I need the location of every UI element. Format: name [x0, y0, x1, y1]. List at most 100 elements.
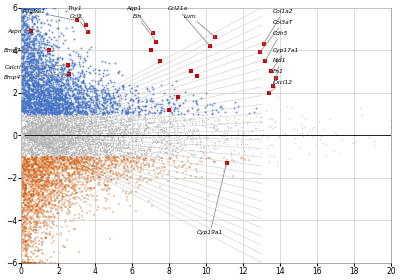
Point [40, 166, 46, 170]
Point [23, 241, 29, 245]
Point [94, 114, 100, 119]
Point [31, 185, 38, 190]
Point [109, 129, 115, 134]
Point [116, 138, 122, 143]
Point [33, 77, 39, 82]
Point [35, 164, 42, 169]
Point [24, 59, 30, 63]
Point [40, 207, 46, 212]
Point [198, 113, 204, 117]
Point [27, 30, 33, 35]
Point [54, 118, 61, 123]
Point [38, 102, 44, 106]
Point [159, 159, 165, 163]
Point [97, 170, 103, 174]
Point [39, 240, 46, 244]
Point [174, 132, 181, 137]
Point [76, 62, 82, 66]
Point [26, 183, 32, 187]
Point [132, 105, 138, 110]
Point [149, 99, 156, 103]
Point [67, 131, 74, 136]
Point [35, 246, 41, 251]
Point [146, 177, 152, 182]
Point [40, 39, 46, 44]
Point [102, 182, 108, 187]
Point [224, 124, 230, 128]
Point [63, 95, 70, 100]
Point [25, 50, 32, 55]
Point [42, 168, 48, 172]
Point [44, 51, 51, 56]
Point [21, 195, 27, 199]
Point [61, 164, 68, 169]
Point [29, 260, 36, 265]
Point [158, 110, 164, 114]
Point [90, 158, 96, 162]
Point [33, 228, 40, 232]
Point [89, 135, 95, 140]
Point [42, 142, 49, 146]
Point [87, 132, 93, 137]
Point [24, 40, 31, 45]
Point [51, 109, 58, 113]
Point [46, 94, 53, 98]
Point [31, 100, 37, 105]
Point [50, 153, 56, 158]
Point [124, 119, 130, 123]
Point [76, 60, 82, 65]
Point [25, 260, 32, 265]
Point [60, 126, 67, 130]
Point [75, 70, 82, 74]
Point [42, 87, 48, 91]
Point [103, 117, 109, 122]
Point [22, 233, 29, 238]
Point [42, 162, 48, 166]
Point [102, 106, 109, 110]
Point [68, 135, 74, 139]
Point [58, 127, 64, 132]
Point [114, 145, 121, 150]
Point [43, 223, 49, 227]
Point [47, 128, 54, 133]
Point [66, 160, 72, 165]
Point [148, 120, 154, 125]
Point [29, 199, 35, 203]
Point [62, 101, 69, 106]
Point [71, 114, 77, 118]
Point [77, 111, 83, 116]
Point [99, 59, 105, 63]
Point [34, 109, 41, 114]
Point [158, 141, 165, 146]
Point [21, 220, 27, 224]
Point [20, 5, 27, 10]
Point [56, 138, 63, 142]
Point [60, 131, 67, 136]
Point [26, 123, 32, 128]
Point [64, 165, 70, 169]
Point [80, 80, 86, 85]
Point [40, 143, 47, 148]
Point [85, 140, 92, 144]
Point [22, 100, 28, 105]
Point [102, 118, 109, 123]
Point [45, 152, 51, 157]
Point [94, 103, 101, 108]
Point [121, 164, 127, 168]
Point [85, 123, 92, 128]
Point [239, 156, 245, 161]
Point [26, 45, 33, 50]
Point [52, 119, 58, 123]
Point [35, 141, 42, 146]
Point [218, 132, 224, 137]
Point [75, 87, 82, 91]
Point [20, 260, 26, 265]
Point [20, 107, 26, 111]
Point [26, 199, 33, 204]
Point [86, 69, 92, 74]
Point [214, 146, 220, 150]
Point [128, 97, 134, 101]
Point [192, 126, 198, 130]
Point [29, 106, 35, 110]
Point [98, 166, 104, 171]
